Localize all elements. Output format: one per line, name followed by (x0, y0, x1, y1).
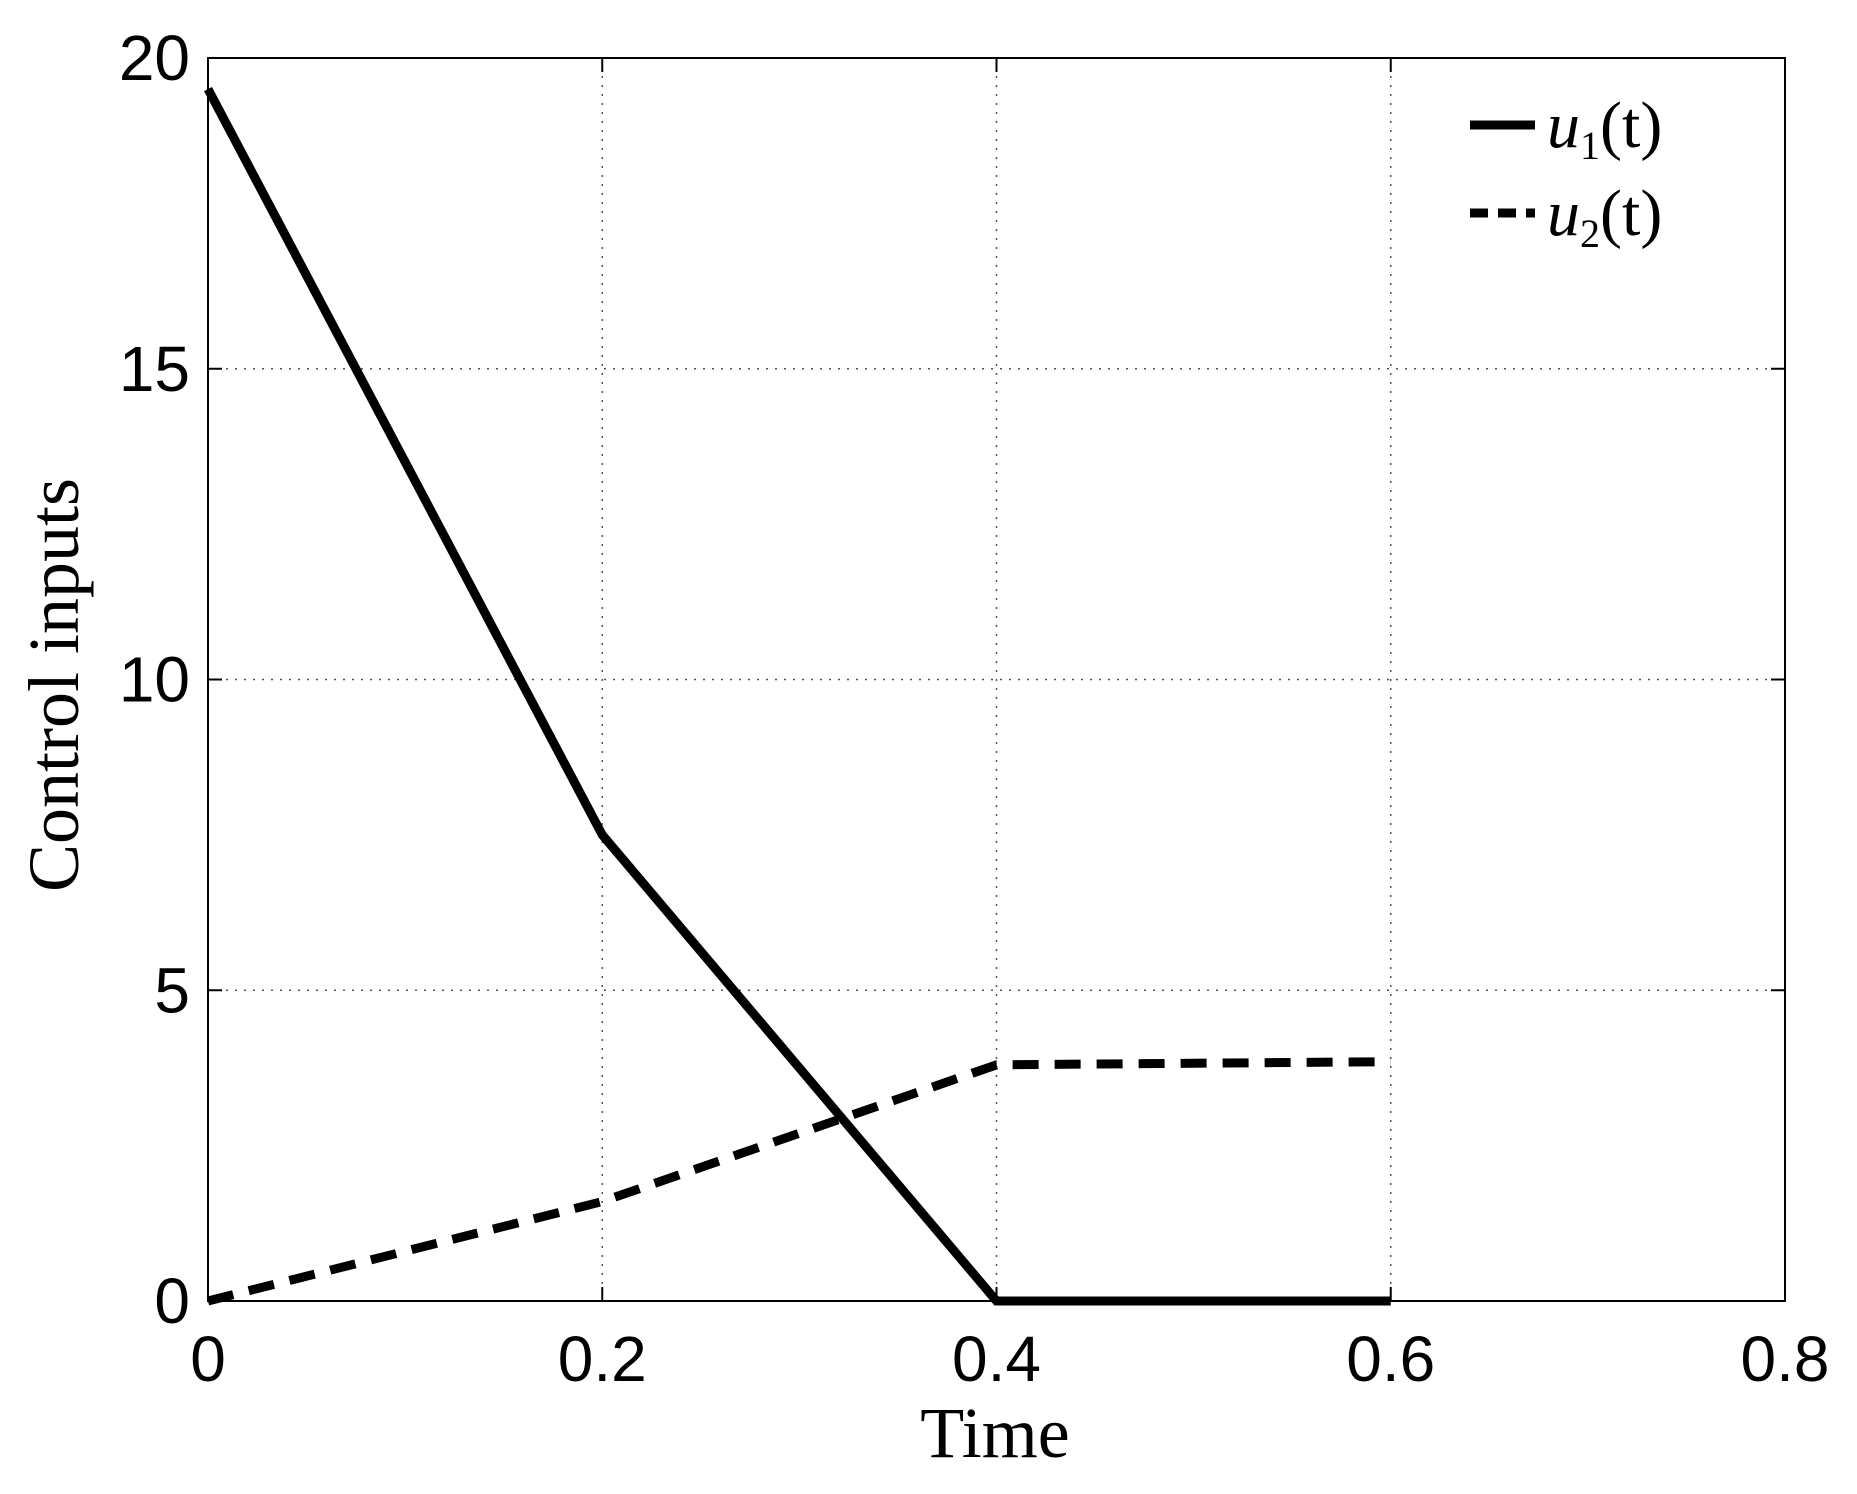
plot-frame (207, 57, 1786, 1302)
x-tick-label: 0.8 (1741, 1323, 1830, 1395)
x-tick-label: 0.6 (1346, 1323, 1435, 1395)
y-tick-label: 20 (119, 22, 190, 94)
y-tick-label: 15 (119, 333, 190, 405)
y-tick-label: 5 (154, 954, 190, 1026)
x-tick-label: 0.4 (952, 1323, 1041, 1395)
x-tick-label: 0.2 (558, 1323, 647, 1395)
y-tick-label: 0 (154, 1265, 190, 1337)
y-axis-label: Control inputs (14, 478, 94, 892)
legend: u1(t) u2(t) (1470, 89, 1662, 256)
series-line-2 (206, 1057, 1391, 1306)
tick-labels: 0 0.2 0.4 0.6 0.8 0 5 10 15 20 (119, 22, 1830, 1395)
grid (208, 58, 1785, 1301)
legend-label-2: u2(t) (1547, 177, 1662, 256)
x-tick-label: 0 (190, 1323, 226, 1395)
legend-label-1: u1(t) (1547, 89, 1662, 168)
y-tick-label: 10 (119, 644, 190, 716)
x-axis-label: Time (920, 1393, 1069, 1473)
